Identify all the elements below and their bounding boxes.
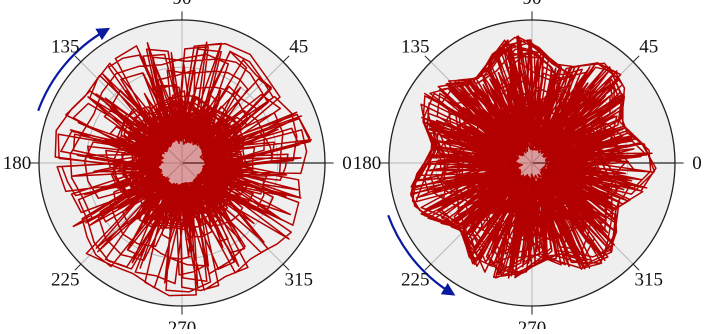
trajectory-dense-core [508, 139, 555, 186]
angle-tick-label-45: 45 [289, 36, 308, 57]
angle-tick-label-315: 315 [634, 270, 663, 291]
polar-panel-2: 0 45 90 135 180 225 270 315 [353, 0, 702, 329]
angle-tick-label-225: 225 [51, 270, 80, 291]
angle-tick-label-135: 135 [51, 36, 80, 57]
angle-tick-label-0: 0 [692, 153, 702, 174]
trajectory-dense-core [154, 135, 210, 191]
angle-tick-label-270: 270 [168, 318, 197, 329]
angle-tick-label-180: 180 [3, 153, 32, 174]
angle-tick-label-270: 270 [518, 318, 547, 329]
angle-tick-label-45: 45 [639, 36, 658, 57]
angle-tick-label-90: 90 [523, 0, 542, 9]
angle-tick-label-135: 135 [401, 36, 430, 57]
angle-tick-label-315: 315 [284, 270, 313, 291]
angle-tick-label-180: 180 [353, 153, 382, 174]
angle-tick-label-90: 90 [173, 0, 192, 9]
angle-tick-label-0: 0 [342, 153, 352, 174]
polar-panel-1: 0 45 90 135 180 225 270 315 [3, 0, 352, 329]
angle-tick-label-225: 225 [401, 270, 430, 291]
